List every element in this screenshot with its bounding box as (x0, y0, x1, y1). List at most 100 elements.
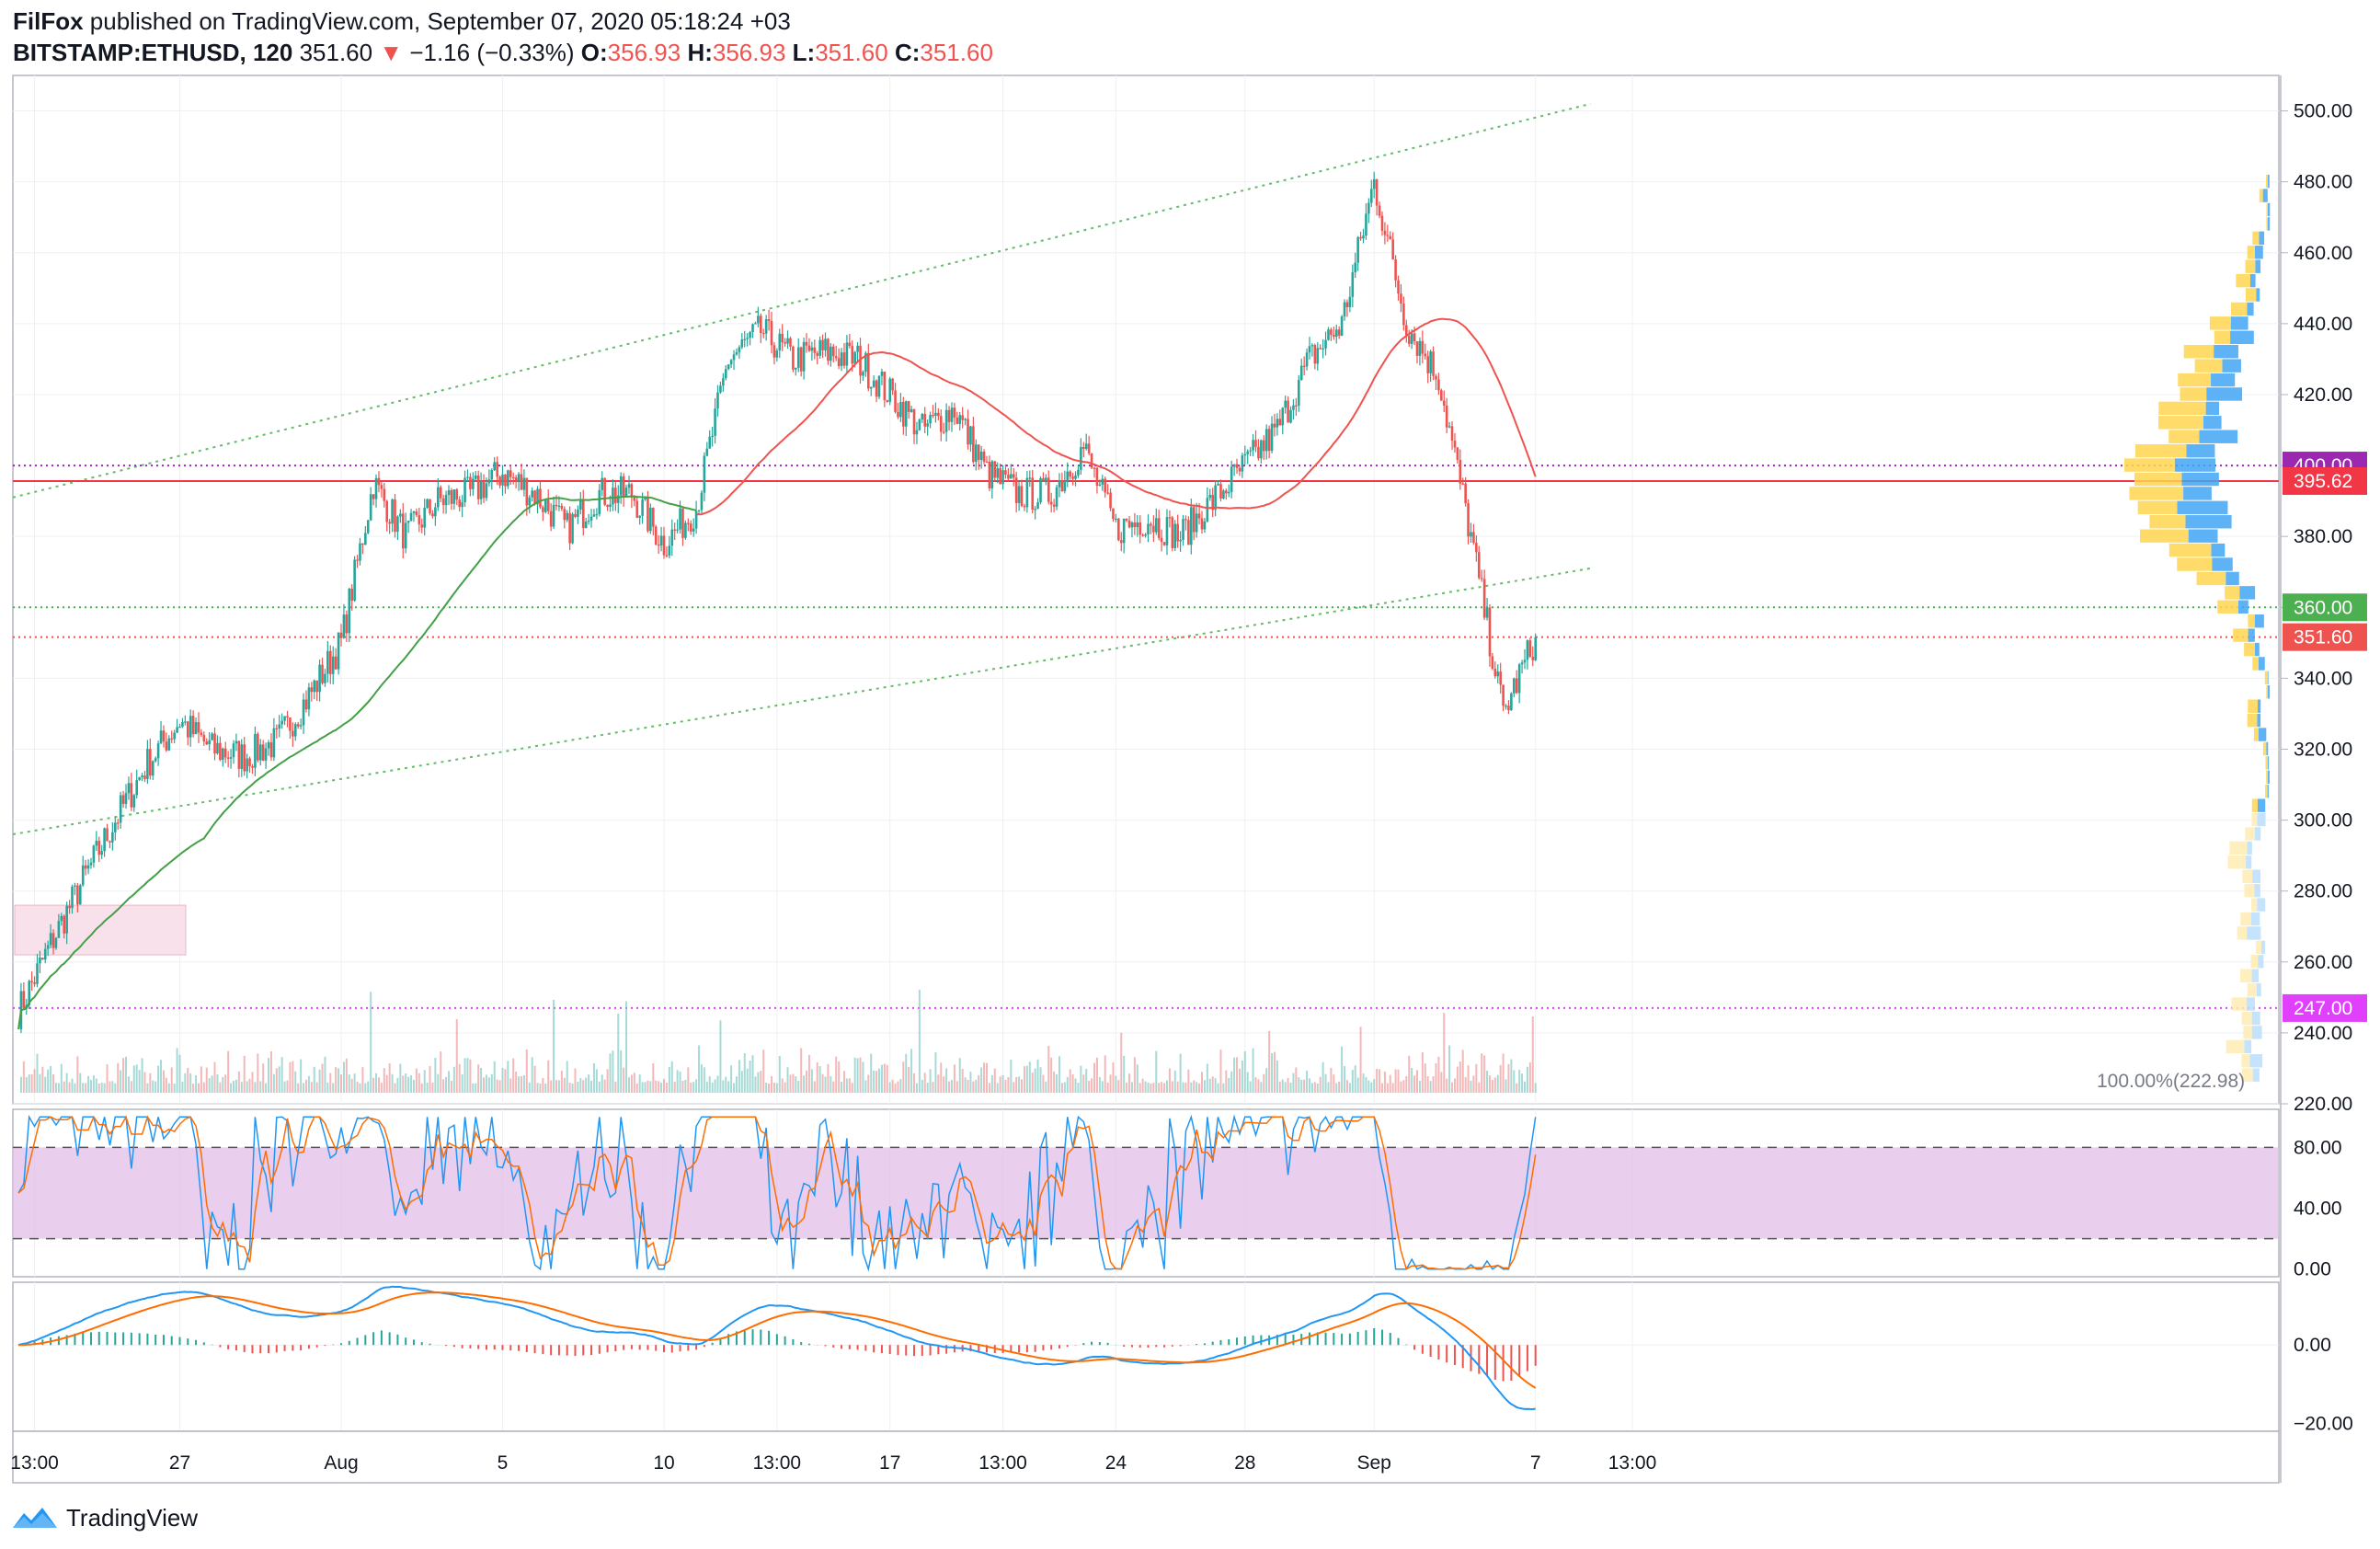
volume-bar (361, 1067, 364, 1093)
time-axis[interactable]: 13:00 27 Aug 5 10 13:00 17 13:00 24 28 Sep 7 13:00 (10, 1430, 2280, 1484)
candle-body (921, 413, 924, 420)
volume-bar (324, 1056, 326, 1093)
volume-bar (1268, 1030, 1271, 1093)
candle-body (1453, 440, 1457, 448)
volume-bar (1376, 1069, 1379, 1093)
volume-bar (321, 1063, 324, 1093)
candle-body (1394, 259, 1397, 281)
candle-body (1235, 464, 1239, 468)
volume-bar (818, 1066, 821, 1093)
volume-profile-bar (2267, 174, 2270, 189)
macd-histogram-bar (195, 1339, 198, 1346)
volume-bar (132, 1065, 135, 1093)
macd-histogram-bar (259, 1345, 262, 1354)
volume-bar (248, 1078, 251, 1093)
volume-bar (1031, 1072, 1034, 1093)
macd-histogram-bar (154, 1334, 157, 1346)
volume-profile-bar (2241, 1068, 2253, 1082)
candle-body (81, 865, 85, 886)
volume-bar (65, 1073, 68, 1093)
macd-pane[interactable] (12, 1281, 2280, 1432)
symbol-label[interactable]: BITSTAMP:ETHUSD, 120 (13, 39, 293, 66)
candle-body (842, 352, 846, 366)
candle-body (1459, 459, 1462, 484)
candle-body (536, 488, 539, 505)
candle-body (1410, 333, 1413, 344)
volume-bar (480, 1067, 483, 1093)
author-name[interactable]: FilFox (13, 7, 84, 35)
macd-histogram-bar (461, 1345, 463, 1348)
candle-body (668, 545, 671, 556)
volume-bar (1025, 1065, 1028, 1093)
volume-bar (1405, 1075, 1408, 1093)
volume-bar (988, 1083, 990, 1093)
macd-histogram-bar (340, 1343, 342, 1346)
high-label: H: (687, 39, 713, 66)
volume-bar (950, 1080, 953, 1093)
macd-histogram-bar (138, 1333, 141, 1346)
volume-bar (74, 1083, 76, 1093)
candle-body (1241, 455, 1244, 472)
volume-bar (1324, 1073, 1327, 1093)
candle-body (36, 963, 39, 984)
volume-profile-bar (2265, 785, 2268, 798)
candle-body (219, 742, 222, 761)
candle-body (39, 958, 41, 964)
macd-histogram-bar (1493, 1345, 1496, 1381)
price-tick-label: 500.00 (2294, 101, 2352, 122)
candle-body (269, 742, 273, 758)
macd-histogram-bar (655, 1345, 658, 1351)
stochastic-pane[interactable] (12, 1108, 2280, 1278)
candle-body (1362, 235, 1365, 239)
price-axis[interactable]: 500.00480.00460.00440.00420.00400.00380.… (2281, 101, 2352, 1115)
macd-histogram-bar (396, 1334, 399, 1346)
volume-bar (810, 1069, 813, 1093)
macd-histogram-bar (1260, 1335, 1263, 1346)
candle-body (1093, 467, 1096, 469)
volume-bar (873, 1070, 875, 1093)
moving-average-red (695, 317, 1537, 516)
volume-bar (940, 1062, 943, 1093)
volume-bar (268, 1058, 270, 1093)
volume-bar (813, 1081, 816, 1093)
volume-bar (472, 1083, 475, 1093)
candle-body (673, 529, 676, 531)
candle-body (834, 356, 838, 359)
volume-bar (1478, 1082, 1481, 1093)
volume-bar (719, 1020, 722, 1093)
tradingview-brand[interactable]: TradingView (66, 1503, 199, 1532)
candle-body (1523, 660, 1527, 663)
macd-histogram-bar (1155, 1345, 1158, 1348)
volume-bar (1319, 1076, 1322, 1093)
time-tick-label: 28 (1234, 1452, 1255, 1474)
candle-body (1435, 375, 1437, 380)
candle-body (1020, 486, 1024, 507)
candle-body (1136, 522, 1139, 528)
candle-body (1004, 470, 1007, 476)
candle-body (939, 416, 943, 432)
candle-body (784, 342, 786, 344)
volume-profile-bar (2134, 472, 2182, 487)
candle-body (1330, 329, 1333, 336)
volume-profile-bar (2241, 1011, 2252, 1026)
volume-bar (1047, 1045, 1050, 1093)
candle-body (1262, 440, 1265, 452)
candle-body (1036, 502, 1039, 510)
volume-bar (1036, 1059, 1039, 1093)
candle-body (92, 845, 96, 863)
candle-body (587, 520, 590, 522)
candle-body (1095, 467, 1099, 487)
volume-bar (512, 1058, 515, 1093)
macd-histogram-bar (348, 1340, 350, 1346)
volume-bar (638, 1074, 641, 1093)
candle-body (598, 489, 601, 515)
candle-body (326, 650, 329, 674)
volume-bar (304, 1079, 307, 1093)
macd-histogram-bar (1179, 1345, 1182, 1347)
candle-body (1144, 534, 1147, 536)
candle-body (97, 841, 101, 855)
volume-bar (461, 1074, 463, 1093)
price-pane[interactable]: 100.00%(222.98) (12, 75, 2280, 1105)
volume-bar (1516, 1083, 1518, 1093)
